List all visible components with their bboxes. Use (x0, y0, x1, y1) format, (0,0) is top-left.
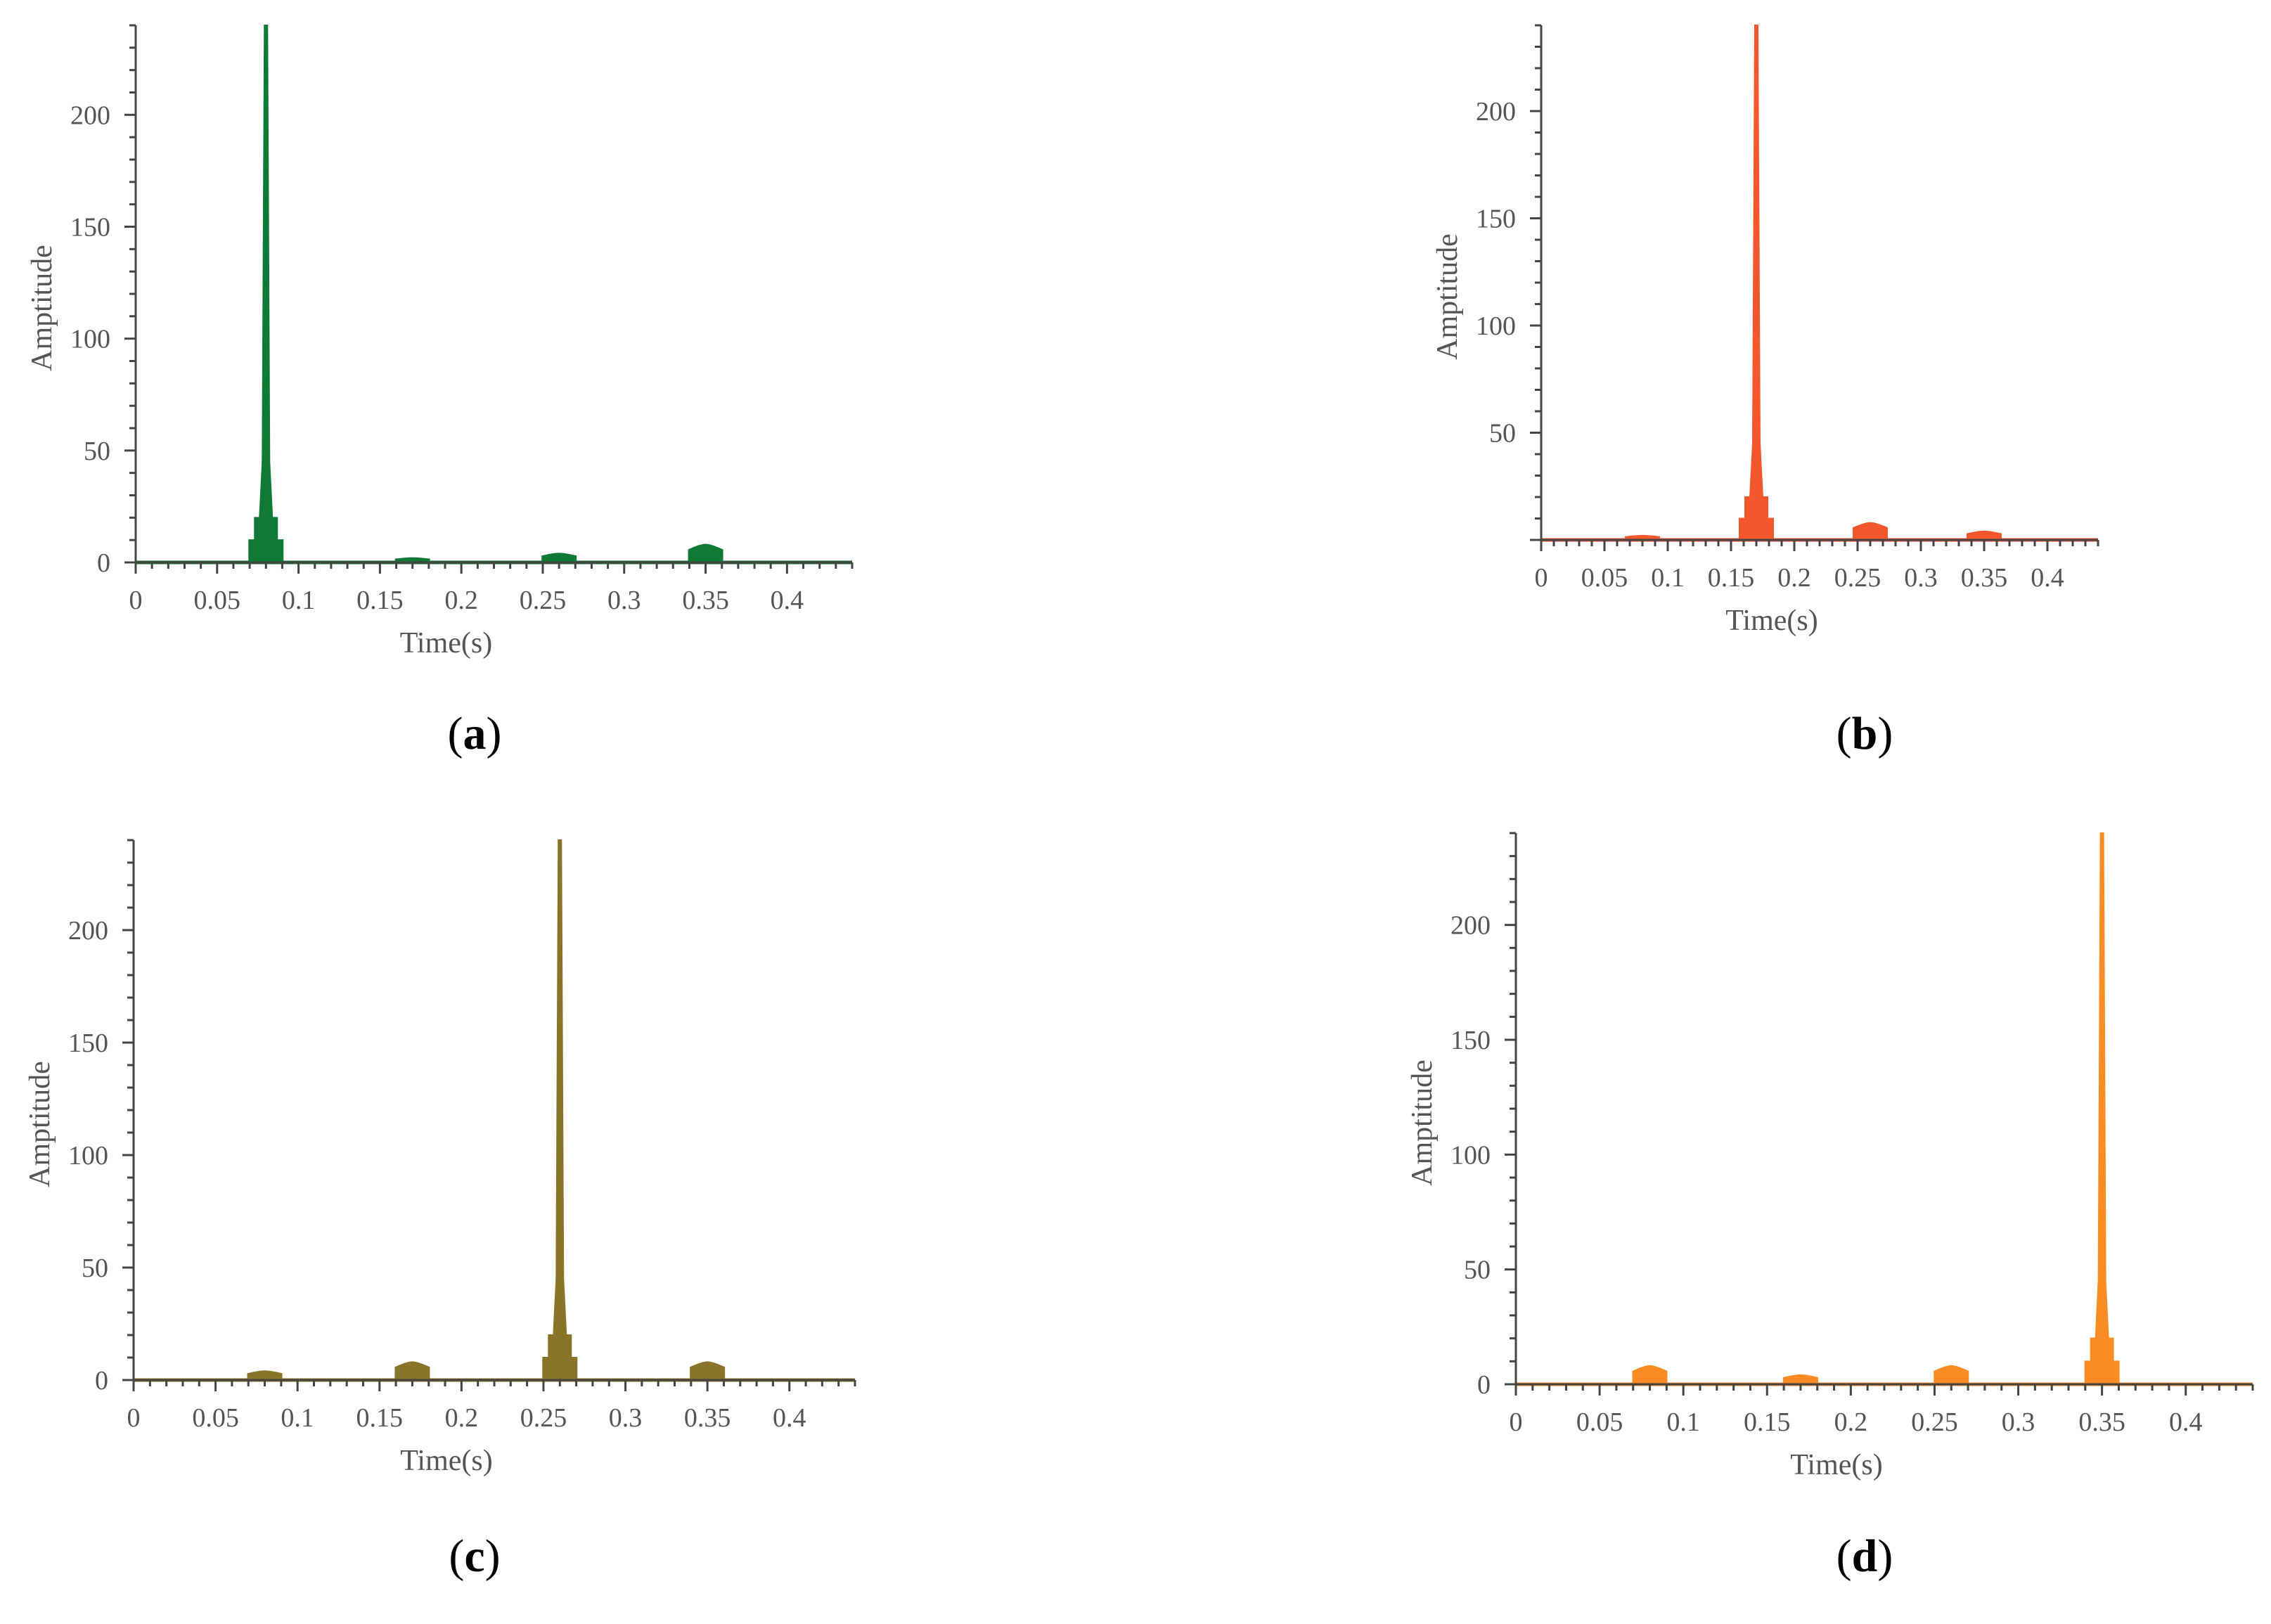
x-tick-label: 0.25 (1834, 563, 1881, 593)
x-tick-label: 0 (1510, 1407, 1523, 1437)
panel-caption: (a) (448, 708, 502, 759)
signal-peak (247, 1370, 283, 1381)
x-tick-label: 0.05 (1576, 1407, 1623, 1437)
x-tick-label: 0.3 (1904, 563, 1938, 593)
y-tick-label: 0 (97, 548, 110, 578)
x-tick-label: 0.3 (609, 1403, 643, 1433)
signal-peak (688, 543, 723, 563)
x-axis-title: Time(s) (1790, 1449, 1882, 1481)
signal-peak (1853, 522, 1888, 541)
y-tick-label: 150 (1450, 1026, 1491, 1055)
x-tick-label: 0.1 (1651, 563, 1685, 593)
y-tick-label: 100 (1450, 1140, 1491, 1170)
x-tick-label: 0.3 (2002, 1407, 2035, 1437)
x-axis-title: Time(s) (400, 1445, 492, 1477)
x-tick-label: 0.2 (445, 1403, 479, 1433)
x-tick-label: 0.4 (2169, 1407, 2203, 1437)
x-tick-label: 0.1 (1666, 1407, 1700, 1437)
signal-peak (248, 25, 284, 563)
signal-peak (690, 1361, 726, 1381)
x-tick-label: 0.15 (356, 1403, 404, 1433)
signal-peak (1934, 1365, 1969, 1385)
x-tick-label: 0.35 (682, 586, 729, 615)
y-tick-label: 150 (70, 213, 110, 243)
x-tick-label: 0 (127, 1403, 141, 1433)
x-tick-label: 0.25 (1911, 1407, 1958, 1437)
signal-peak (542, 839, 578, 1381)
x-tick-label: 0.4 (771, 586, 804, 615)
y-tick-label: 150 (1476, 205, 1516, 234)
x-tick-label: 0.15 (1744, 1407, 1791, 1437)
y-axis-title: Amptitude (1406, 1059, 1439, 1186)
x-tick-label: 0.05 (192, 1403, 239, 1433)
chart-panel-d: 0 50 100 150 200 Amptitude 0 0.05 0.1 0.15 0.2 0.25… (1406, 832, 2254, 1582)
y-tick-label: 0 (1477, 1370, 1491, 1400)
x-tick-label: 0.15 (1708, 563, 1755, 593)
panel-caption: (b) (1836, 708, 1893, 759)
signal-peak (1632, 1365, 1668, 1385)
y-axis-title: Amptitude (1432, 233, 1464, 360)
y-tick-label: 200 (68, 916, 108, 946)
x-tick-label: 0 (129, 586, 143, 615)
y-tick-label: 50 (82, 1254, 108, 1283)
y-tick-label: 150 (68, 1029, 108, 1058)
x-axis-title: Time(s) (1725, 605, 1818, 637)
y-tick-label: 50 (1489, 419, 1516, 449)
y-tick-label: 0 (95, 1366, 108, 1396)
x-tick-label: 0 (1535, 563, 1548, 593)
x-tick-label: 0.4 (2031, 563, 2064, 593)
x-tick-label: 0.25 (520, 1403, 567, 1433)
x-tick-label: 0.4 (773, 1403, 806, 1433)
y-tick-label: 100 (70, 325, 110, 354)
y-tick-label: 100 (1476, 311, 1516, 341)
y-tick-label: 50 (1464, 1256, 1491, 1285)
x-tick-label: 0.05 (1581, 563, 1628, 593)
x-tick-label: 0.3 (607, 586, 641, 615)
panel-caption: (c) (449, 1530, 500, 1582)
y-axis-title: Amptitude (24, 1061, 56, 1187)
y-tick-label: 200 (70, 101, 110, 130)
y-tick-label: 50 (84, 437, 110, 466)
x-tick-label: 0.35 (1961, 563, 2008, 593)
chart-panel-c: 0 50 100 150 200 Amptitude 0 0.05 0.1 0.15 0.2 0.25… (24, 839, 856, 1582)
x-tick-label: 0.25 (520, 586, 567, 615)
x-tick-label: 0.2 (1777, 563, 1811, 593)
x-tick-label: 0.35 (684, 1403, 731, 1433)
y-tick-label: 200 (1450, 911, 1491, 941)
chart-panel-b: 50 100 150 200 Amptitude 0 0.05 0.1 0.15 0.2 0.25 0… (1432, 24, 2099, 759)
signal-peak (541, 553, 577, 563)
x-tick-label: 0.1 (281, 1403, 314, 1433)
x-tick-label: 0.05 (194, 586, 241, 615)
chart-panel-a: 0 50 100 150 200 Amptitude 0 0.05 0.1 0.15 0.2 0.25… (26, 24, 854, 759)
x-tick-label: 0.2 (444, 586, 478, 615)
x-tick-label: 0.15 (356, 586, 404, 615)
signal-peak (1739, 25, 1774, 541)
x-tick-label: 0.2 (1834, 1407, 1868, 1437)
y-axis-title: Amptitude (26, 245, 58, 371)
x-tick-label: 0.35 (2078, 1407, 2125, 1437)
signal-peak (2084, 832, 2120, 1385)
signal-peak (1782, 1374, 1818, 1385)
y-tick-label: 200 (1476, 97, 1516, 127)
signal-peak (394, 1361, 430, 1381)
signal-peak (1967, 530, 2002, 541)
y-tick-label: 100 (68, 1141, 108, 1171)
x-axis-title: Time(s) (400, 627, 492, 659)
x-tick-label: 0.1 (282, 586, 316, 615)
panel-caption: (d) (1836, 1530, 1893, 1582)
